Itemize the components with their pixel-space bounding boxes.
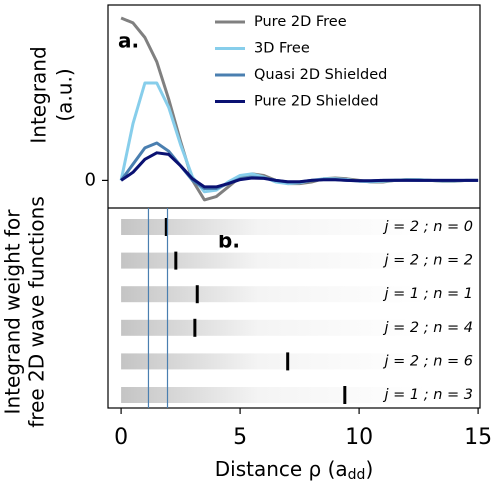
row-label: j = 2 ; n = 4 — [382, 320, 473, 336]
x-axis-label-part: ) — [365, 457, 373, 481]
y-axis-label: free 2D wave functions — [25, 196, 49, 428]
row-label: j = 1 ; n = 3 — [382, 387, 473, 403]
row-label: j = 1 ; n = 1 — [382, 286, 473, 302]
x-tick-label: 10 — [345, 425, 373, 450]
legend-label: 3D Free — [254, 41, 310, 57]
legend-label: Pure 2D Free — [254, 14, 347, 30]
series-line — [120, 151, 479, 189]
row-band — [121, 319, 427, 336]
row-band — [121, 286, 427, 303]
row-label: j = 2 ; n = 6 — [382, 353, 473, 369]
x-tick-label: 0 — [114, 425, 128, 450]
x-axis-label: Distance ρ (add) — [215, 457, 374, 484]
row-band — [121, 219, 427, 235]
x-axis-label-sub: dd — [348, 467, 366, 483]
legend-label: Pure 2D Shielded — [254, 94, 379, 110]
panel-label: a. — [118, 29, 139, 53]
y-axis-label: Integrand weight for — [1, 209, 25, 415]
legend-label: Quasi 2D Shielded — [254, 67, 387, 83]
row-label: j = 2 ; n = 2 — [382, 253, 473, 269]
row-band — [121, 387, 427, 403]
y-tick-label: 0 — [85, 169, 96, 190]
row-label: j = 2 ; n = 0 — [382, 219, 473, 235]
x-axis-label-part: Distance ρ (a — [215, 457, 348, 481]
frame — [107, 4, 481, 409]
row-band — [121, 252, 427, 269]
row-band — [121, 353, 427, 370]
x-tick-label: 15 — [464, 425, 492, 450]
y-axis-label: (a.u.) — [53, 68, 77, 121]
x-tick-label: 5 — [233, 425, 247, 450]
y-axis-label: Integrand — [27, 46, 51, 143]
